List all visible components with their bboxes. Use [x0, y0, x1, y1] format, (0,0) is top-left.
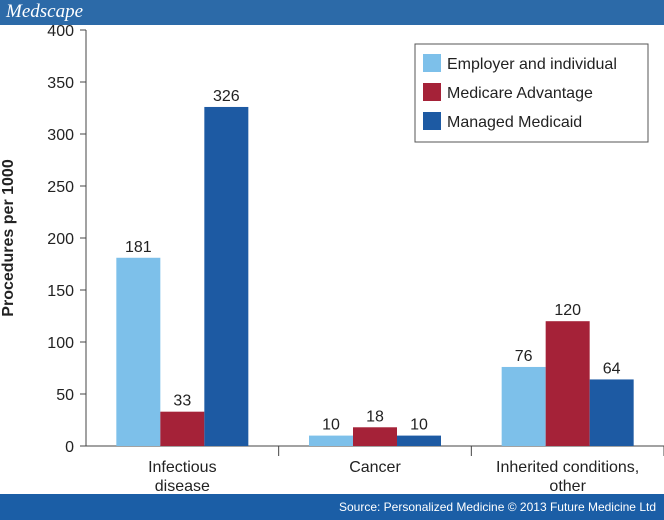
legend-label: Managed Medicaid	[447, 114, 582, 131]
y-tick-label: 100	[47, 335, 74, 352]
footer-bar: Source: Personalized Medicine © 2013 Fut…	[0, 494, 664, 520]
value-label: 10	[410, 417, 428, 434]
bar	[397, 435, 441, 446]
bar	[309, 435, 353, 446]
y-tick-label: 300	[47, 127, 74, 144]
y-tick-label: 50	[56, 387, 74, 404]
header-bar: Medscape	[0, 0, 664, 25]
bar	[589, 379, 634, 446]
bar	[545, 321, 590, 446]
bar	[501, 366, 546, 446]
y-tick-label: 400	[47, 23, 74, 40]
legend-swatch	[423, 54, 441, 72]
legend-swatch	[423, 83, 441, 101]
x-tick-label: Cancer	[349, 459, 401, 476]
legend-label: Medicare Advantage	[447, 85, 593, 102]
legend-label: Employer and individual	[447, 56, 617, 73]
value-label: 64	[603, 360, 621, 377]
value-label: 326	[213, 88, 240, 105]
y-tick-label: 200	[47, 231, 74, 248]
value-label: 120	[554, 302, 581, 319]
bar	[160, 411, 205, 446]
legend-swatch	[423, 112, 441, 130]
legend-box	[414, 43, 649, 143]
value-label: 10	[322, 417, 340, 434]
logo: Medscape	[6, 1, 84, 22]
x-tick-label: Infectious disease	[148, 459, 217, 495]
value-label: 18	[366, 408, 384, 425]
value-label: 33	[173, 393, 191, 410]
y-tick-label: 150	[47, 283, 74, 300]
value-label: 76	[515, 348, 533, 365]
source: Source: Personalized Medicine © 2013 Fut…	[338, 500, 656, 514]
value-label: 181	[125, 239, 152, 256]
y-axis-label: Procedures per 1000	[0, 159, 17, 317]
bar	[353, 427, 397, 446]
bar	[204, 106, 249, 447]
bar	[116, 257, 161, 446]
y-tick-label: 250	[47, 179, 74, 196]
y-tick-label: 0	[65, 439, 74, 456]
x-tick-label: Inherited conditions, other	[496, 459, 640, 495]
y-tick-label: 350	[47, 75, 74, 92]
